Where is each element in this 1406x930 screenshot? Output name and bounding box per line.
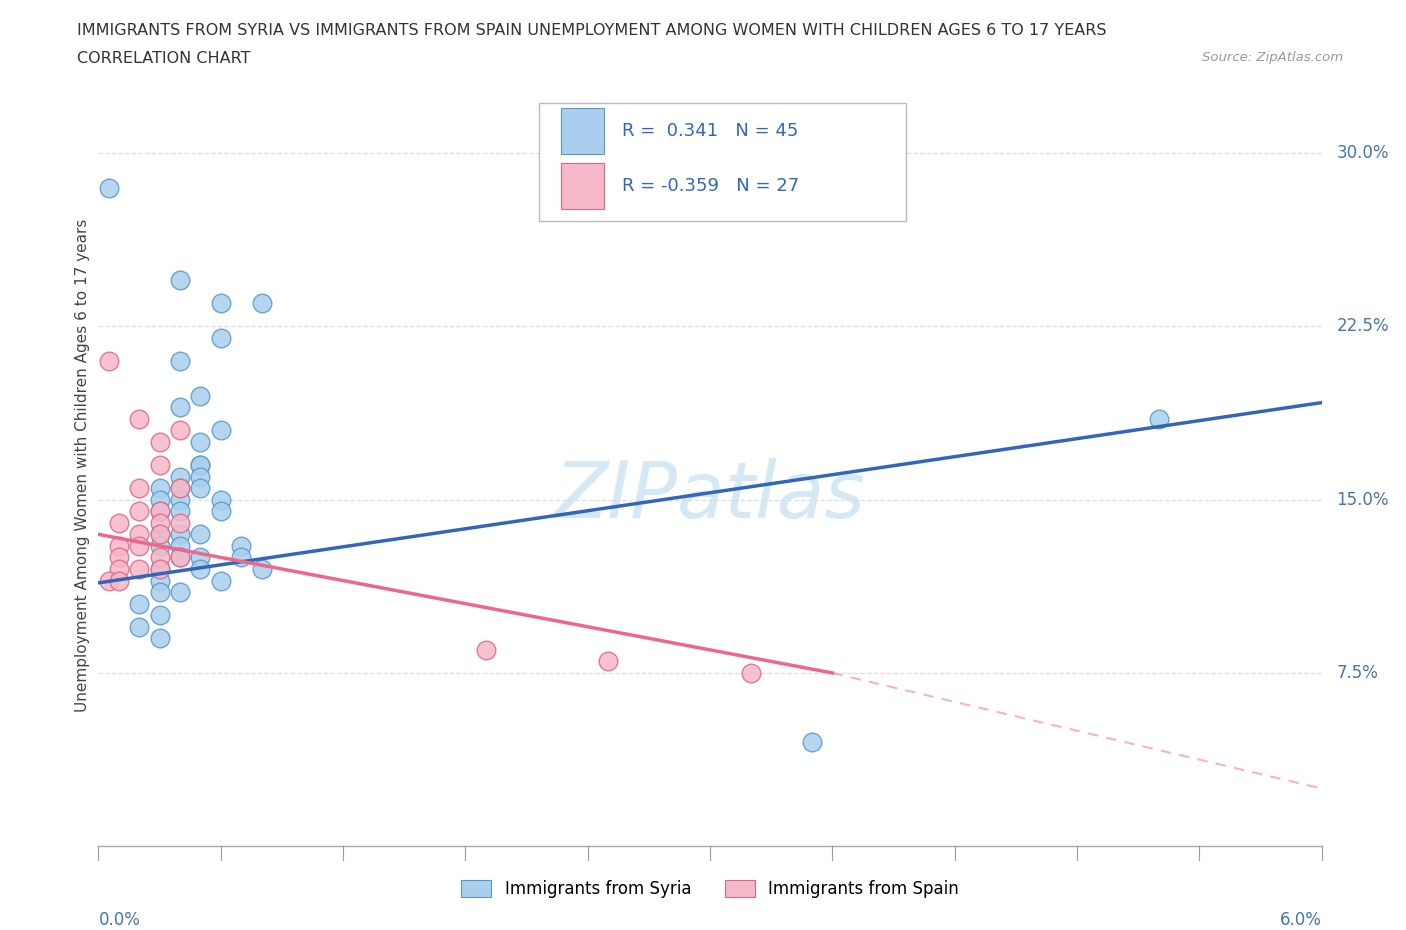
Point — [169, 527, 191, 542]
Point — [188, 458, 212, 472]
Point — [149, 550, 172, 565]
Point — [188, 469, 212, 484]
Y-axis label: Unemployment Among Women with Children Ages 6 to 17 years: Unemployment Among Women with Children A… — [75, 219, 90, 711]
Point — [149, 573, 172, 588]
Point — [169, 400, 191, 415]
Point — [128, 619, 150, 634]
Point — [188, 550, 212, 565]
Point — [108, 573, 131, 588]
Point — [128, 538, 150, 553]
Point — [474, 643, 498, 658]
Point — [209, 504, 232, 519]
Point — [149, 504, 172, 519]
Point — [598, 654, 620, 669]
Point — [169, 492, 191, 507]
FancyBboxPatch shape — [538, 103, 905, 221]
Text: Source: ZipAtlas.com: Source: ZipAtlas.com — [1202, 51, 1343, 64]
Point — [231, 538, 253, 553]
Point — [188, 388, 212, 403]
Point — [149, 527, 172, 542]
Text: 7.5%: 7.5% — [1336, 664, 1378, 682]
Point — [209, 573, 232, 588]
Point — [188, 562, 212, 577]
Point — [209, 492, 232, 507]
Point — [169, 353, 191, 368]
Point — [169, 538, 191, 553]
Point — [209, 330, 232, 345]
Point — [128, 504, 150, 519]
Point — [149, 481, 172, 496]
Point — [1147, 411, 1170, 426]
Point — [149, 515, 172, 530]
Legend: Immigrants from Syria, Immigrants from Spain: Immigrants from Syria, Immigrants from S… — [453, 871, 967, 907]
Point — [128, 562, 150, 577]
Point — [188, 527, 212, 542]
Point — [149, 538, 172, 553]
Point — [169, 272, 191, 287]
Point — [108, 550, 131, 565]
Text: 22.5%: 22.5% — [1336, 317, 1389, 336]
Point — [149, 492, 172, 507]
Point — [169, 550, 191, 565]
Point — [128, 527, 150, 542]
Point — [169, 515, 191, 530]
Point — [801, 735, 824, 750]
Point — [108, 562, 131, 577]
Text: 0.0%: 0.0% — [98, 911, 141, 929]
Point — [97, 353, 120, 368]
Point — [169, 550, 191, 565]
Point — [188, 481, 212, 496]
Point — [250, 562, 273, 577]
Text: R = -0.359   N = 27: R = -0.359 N = 27 — [621, 178, 799, 195]
Text: IMMIGRANTS FROM SYRIA VS IMMIGRANTS FROM SPAIN UNEMPLOYMENT AMONG WOMEN WITH CHI: IMMIGRANTS FROM SYRIA VS IMMIGRANTS FROM… — [77, 23, 1107, 38]
Point — [169, 504, 191, 519]
Text: 15.0%: 15.0% — [1336, 491, 1389, 509]
Point — [250, 296, 273, 311]
FancyBboxPatch shape — [561, 164, 603, 209]
Point — [128, 596, 150, 611]
Point — [149, 608, 172, 623]
Point — [149, 585, 172, 600]
Point — [740, 666, 762, 681]
Point — [169, 585, 191, 600]
Point — [149, 562, 172, 577]
Point — [97, 573, 120, 588]
Text: ZIPatlas: ZIPatlas — [554, 458, 866, 534]
Point — [231, 550, 253, 565]
Point — [149, 434, 172, 449]
Point — [149, 504, 172, 519]
Point — [149, 458, 172, 472]
Point — [169, 469, 191, 484]
FancyBboxPatch shape — [561, 108, 603, 153]
Text: 6.0%: 6.0% — [1279, 911, 1322, 929]
Point — [97, 180, 120, 195]
Text: 30.0%: 30.0% — [1336, 144, 1389, 162]
Text: CORRELATION CHART: CORRELATION CHART — [77, 51, 250, 66]
Point — [209, 423, 232, 438]
Point — [128, 481, 150, 496]
Point — [188, 458, 212, 472]
Point — [149, 527, 172, 542]
Point — [108, 538, 131, 553]
Point — [108, 515, 131, 530]
Point — [169, 481, 191, 496]
Point — [169, 481, 191, 496]
Point — [209, 296, 232, 311]
Text: R =  0.341   N = 45: R = 0.341 N = 45 — [621, 122, 799, 140]
Point — [169, 423, 191, 438]
Point — [128, 411, 150, 426]
Point — [188, 434, 212, 449]
Point — [149, 562, 172, 577]
Point — [149, 631, 172, 645]
